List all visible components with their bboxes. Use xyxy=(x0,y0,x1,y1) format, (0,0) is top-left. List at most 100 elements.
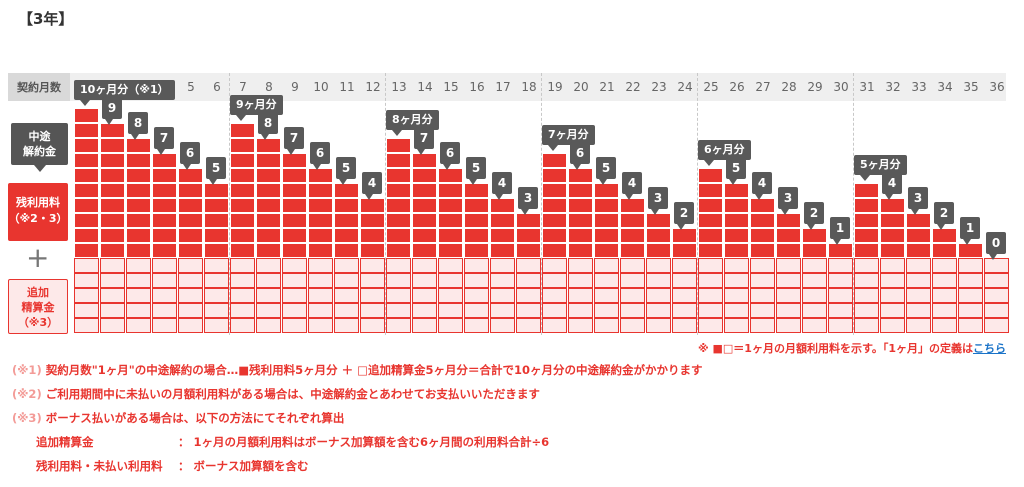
additional-fee-cell xyxy=(204,318,229,333)
remaining-fee-cell xyxy=(906,243,931,258)
additional-fee-cell xyxy=(854,258,879,273)
group-separator xyxy=(697,73,698,335)
additional-fee-cell xyxy=(204,258,229,273)
month-25: 25 xyxy=(703,80,719,94)
remaining-fee-cell xyxy=(256,138,281,153)
remaining-fee-cell xyxy=(568,198,593,213)
remaining-fee-cell xyxy=(178,183,203,198)
additional-fee-cell xyxy=(438,258,463,273)
additional-fee-cell xyxy=(178,258,203,273)
additional-fee-cell xyxy=(776,273,801,288)
additional-fee-cell xyxy=(672,288,697,303)
additional-fee-cell xyxy=(672,318,697,333)
remaining-fee-cell xyxy=(386,138,411,153)
additional-fee-cell xyxy=(412,303,437,318)
additional-fee-cell xyxy=(74,273,99,288)
additional-fee-cell xyxy=(256,318,281,333)
month-count-badge: 5 xyxy=(336,157,356,185)
additional-fee-cell xyxy=(646,258,671,273)
remaining-fee-cell xyxy=(100,123,125,138)
remaining-fee-cell xyxy=(230,213,255,228)
remaining-fee-cell xyxy=(308,183,333,198)
month-count-badge: 5 xyxy=(726,157,746,185)
additional-fee-cell xyxy=(646,318,671,333)
additional-fee-cell xyxy=(100,288,125,303)
remaining-fee-label: 残利用料 （※2・3） xyxy=(8,183,68,241)
additional-fee-cell xyxy=(542,318,567,333)
additional-fee-cell xyxy=(334,303,359,318)
additional-fee-cell xyxy=(854,303,879,318)
remaining-fee-cell xyxy=(74,198,99,213)
remaining-fee-cell xyxy=(386,213,411,228)
remaining-fee-cell xyxy=(698,198,723,213)
additional-fee-cell xyxy=(464,273,489,288)
remaining-fee-cell xyxy=(880,198,905,213)
month-35: 35 xyxy=(963,80,979,94)
remaining-fee-cell xyxy=(126,198,151,213)
remaining-fee-cell xyxy=(152,183,177,198)
remaining-fee-cell xyxy=(594,183,619,198)
additional-fee-cell xyxy=(490,318,515,333)
month-17: 17 xyxy=(495,80,511,94)
remaining-fee-cell xyxy=(256,228,281,243)
additional-fee-cell xyxy=(880,273,905,288)
definition-link[interactable]: こちら xyxy=(973,342,1006,355)
remaining-fee-cell xyxy=(568,228,593,243)
additional-fee-cell xyxy=(412,273,437,288)
remaining-fee-cell xyxy=(854,198,879,213)
additional-fee-cell xyxy=(620,288,645,303)
remaining-fee-cell xyxy=(490,243,515,258)
month-10: 10 xyxy=(313,80,329,94)
month-count-badge: 4 xyxy=(622,172,642,200)
remaining-fee-cell xyxy=(386,183,411,198)
additional-fee-cell xyxy=(386,258,411,273)
group-separator xyxy=(541,73,542,335)
additional-fee-cell xyxy=(360,303,385,318)
additional-fee-cell xyxy=(854,318,879,333)
sub-1-label: 追加精算金 xyxy=(36,435,94,449)
additional-fee-cell xyxy=(542,273,567,288)
additional-fee-cell xyxy=(776,318,801,333)
additional-fee-cell xyxy=(308,318,333,333)
remaining-fee-cell xyxy=(230,168,255,183)
month-5: 5 xyxy=(187,80,195,94)
additional-fee-cell xyxy=(568,273,593,288)
remaining-fee-cell xyxy=(594,198,619,213)
additional-fee-cell xyxy=(958,318,983,333)
month-count-callout: 5ヶ月分 xyxy=(854,155,907,181)
month-count-callout: 9ヶ月分 xyxy=(230,95,283,121)
month-21: 21 xyxy=(599,80,615,94)
remaining-fee-cell xyxy=(230,228,255,243)
month-34: 34 xyxy=(937,80,953,94)
month-count-badge: 3 xyxy=(518,187,538,215)
additional-fee-cell xyxy=(750,303,775,318)
additional-fee-cell xyxy=(256,258,281,273)
additional-fee-cell xyxy=(854,273,879,288)
month-12: 12 xyxy=(365,80,381,94)
remaining-fee-cell xyxy=(854,228,879,243)
remaining-fee-cell xyxy=(230,243,255,258)
remaining-fee-cell xyxy=(464,213,489,228)
remaining-fee-cell xyxy=(100,153,125,168)
remaining-fee-cell xyxy=(230,198,255,213)
remaining-fee-cell xyxy=(178,213,203,228)
additional-fee-cell xyxy=(776,303,801,318)
month-30: 30 xyxy=(833,80,849,94)
month-27: 27 xyxy=(755,80,771,94)
additional-fee-cell xyxy=(542,288,567,303)
remaining-fee-cell xyxy=(646,213,671,228)
group-separator xyxy=(385,73,386,335)
legend-text: ※ ■□＝1ヶ月の月額利用料を示す。「1ヶ月」の定義は xyxy=(697,342,973,355)
additional-fee-cell xyxy=(100,273,125,288)
additional-fee-cell xyxy=(698,303,723,318)
month-23: 23 xyxy=(651,80,667,94)
month-count-badge: 4 xyxy=(752,172,772,200)
sub-2-value: ： ボーナス加算額を含む xyxy=(178,459,309,473)
month-6: 6 xyxy=(213,80,221,94)
additional-fee-cell xyxy=(412,318,437,333)
additional-fee-cell xyxy=(828,273,853,288)
additional-fee-cell xyxy=(360,318,385,333)
note-3-text: ボーナス払いがある場合は、以下の方法にてそれぞれ算出 xyxy=(45,411,345,425)
remaining-fee-cell xyxy=(698,243,723,258)
remaining-fee-cell xyxy=(412,243,437,258)
